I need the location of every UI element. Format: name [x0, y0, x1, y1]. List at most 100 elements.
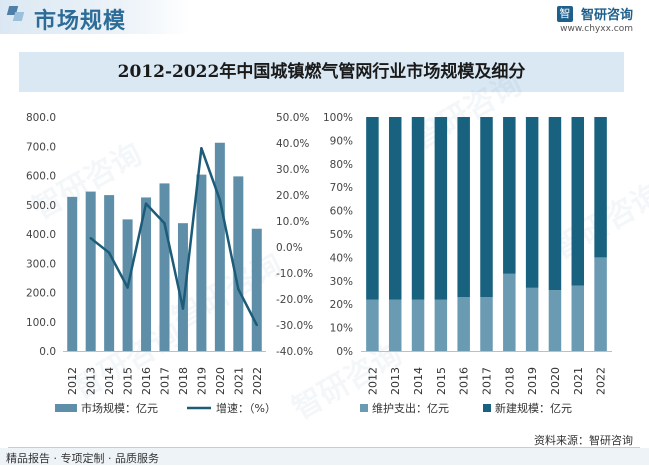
- left-axis-tick-label: 100.0: [26, 317, 56, 329]
- right-x-tick-label: 2021: [572, 367, 585, 395]
- legend-bar-label: 市场规模：亿元: [81, 401, 158, 415]
- growth-rate-point: [126, 286, 128, 288]
- right-x-tick-label: 2014: [412, 367, 425, 395]
- left-x-tick-label: 2016: [140, 367, 153, 395]
- maintenance-share-bar: [549, 290, 562, 351]
- right-x-tick-label: 2022: [595, 367, 608, 395]
- right-chart-y-tick-label: 50%: [330, 229, 353, 241]
- left-axis-tick-label: 800.0: [26, 112, 56, 124]
- legend-maintenance-label: 维护支出：亿元: [372, 401, 449, 415]
- left-x-tick-label: 2013: [85, 367, 98, 395]
- left-x-tick-label: 2017: [159, 367, 172, 395]
- market-size-bar: [252, 229, 262, 351]
- growth-rate-point: [256, 324, 258, 326]
- growth-rate-point: [200, 147, 202, 149]
- footer-services: 精品报告 · 专项定制 · 品质服务: [6, 450, 159, 466]
- legend-newbuild-label: 新建规模：亿元: [495, 401, 572, 415]
- right-axis-tick-label: 30.0%: [276, 164, 309, 176]
- growth-rate-point: [237, 288, 239, 290]
- newbuild-share-bar: [389, 117, 402, 300]
- newbuild-share-bar: [480, 117, 493, 297]
- right-axis-tick-label: 10.0%: [276, 216, 309, 228]
- maintenance-share-bar: [503, 274, 516, 351]
- right-chart-y-tick-label: 30%: [330, 276, 353, 288]
- left-x-tick-label: 2015: [122, 367, 135, 395]
- left-x-tick-label: 2021: [232, 367, 245, 395]
- right-x-tick-label: 2020: [549, 367, 562, 395]
- legend-maintenance-swatch: [360, 404, 368, 412]
- maintenance-share-bar: [480, 297, 493, 351]
- maintenance-share-bar: [594, 257, 607, 351]
- left-axis-tick-label: 700.0: [26, 141, 56, 153]
- left-axis-tick-label: 400.0: [26, 229, 56, 241]
- market-size-bar: [233, 176, 243, 351]
- right-axis-tick-label: -10.0%: [276, 268, 313, 280]
- right-chart-y-tick-label: 80%: [330, 159, 353, 171]
- newbuild-share-bar: [572, 117, 585, 285]
- market-size-bar: [160, 183, 170, 351]
- maintenance-share-bar: [412, 300, 425, 351]
- right-axis-tick-label: -20.0%: [276, 294, 313, 306]
- newbuild-share-bar: [503, 117, 516, 274]
- left-x-tick-label: 2012: [66, 367, 79, 395]
- growth-rate-point: [108, 252, 110, 254]
- growth-rate-point: [145, 202, 147, 204]
- newbuild-share-bar: [366, 117, 379, 300]
- left-axis-tick-label: 600.0: [26, 171, 56, 183]
- right-chart-y-tick-label: 90%: [330, 135, 353, 147]
- right-chart-y-tick-label: 70%: [330, 182, 353, 194]
- maintenance-share-bar: [435, 300, 448, 351]
- maintenance-share-bar: [572, 285, 585, 351]
- legend-newbuild-swatch: [483, 404, 491, 412]
- market-size-bar: [67, 197, 77, 351]
- left-axis-tick-label: 200.0: [26, 288, 56, 300]
- right-x-tick-label: 2015: [435, 367, 448, 395]
- newbuild-share-bar: [412, 117, 425, 300]
- newbuild-share-bar: [549, 117, 562, 290]
- growth-rate-point: [89, 237, 91, 239]
- market-size-bar: [86, 192, 96, 351]
- right-axis-tick-label: 0.0%: [276, 242, 303, 254]
- right-x-tick-label: 2012: [366, 367, 379, 395]
- right-axis-tick-label: 50.0%: [276, 112, 309, 124]
- growth-rate-point: [219, 199, 221, 201]
- right-chart-y-tick-label: 100%: [323, 112, 353, 124]
- right-x-tick-label: 2018: [503, 367, 516, 395]
- newbuild-share-bar: [435, 117, 448, 300]
- right-x-tick-label: 2017: [481, 367, 494, 395]
- maintenance-share-bar: [457, 297, 470, 351]
- right-axis-tick-label: 40.0%: [276, 138, 309, 150]
- left-x-tick-label: 2014: [103, 367, 116, 395]
- source-note: 资料来源：智研咨询: [534, 432, 633, 448]
- market-size-bar: [104, 195, 114, 351]
- newbuild-share-bar: [526, 117, 539, 288]
- maintenance-share-bar: [526, 288, 539, 351]
- right-axis-tick-label: 20.0%: [276, 190, 309, 202]
- left-x-tick-label: 2018: [177, 367, 190, 395]
- right-x-tick-label: 2019: [526, 367, 539, 395]
- right-x-tick-label: 2013: [389, 367, 402, 395]
- growth-rate-point: [163, 222, 165, 224]
- growth-rate-point: [182, 307, 184, 309]
- legend-bar-swatch: [55, 404, 77, 412]
- left-axis-tick-label: 500.0: [26, 200, 56, 212]
- left-axis-tick-label: 300.0: [26, 258, 56, 270]
- right-axis-tick-label: -40.0%: [276, 346, 313, 358]
- market-size-bar: [215, 143, 225, 351]
- legend-line-label: 增速：（%）: [216, 401, 276, 415]
- right-chart-y-tick-label: 60%: [330, 206, 353, 218]
- left-x-tick-label: 2019: [195, 367, 208, 395]
- left-x-tick-label: 2020: [214, 367, 227, 395]
- maintenance-share-bar: [366, 300, 379, 351]
- right-axis-tick-label: -30.0%: [276, 320, 313, 332]
- maintenance-share-bar: [389, 300, 402, 351]
- right-x-tick-label: 2016: [458, 367, 471, 395]
- right-chart-y-tick-label: 20%: [330, 299, 353, 311]
- left-x-tick-label: 2022: [251, 367, 264, 395]
- newbuild-share-bar: [594, 117, 607, 257]
- right-chart-y-tick-label: 0%: [336, 346, 353, 358]
- market-size-bar: [196, 175, 206, 351]
- left-axis-tick-label: 0.0: [39, 346, 56, 358]
- newbuild-share-bar: [457, 117, 470, 297]
- right-chart-y-tick-label: 40%: [330, 252, 353, 264]
